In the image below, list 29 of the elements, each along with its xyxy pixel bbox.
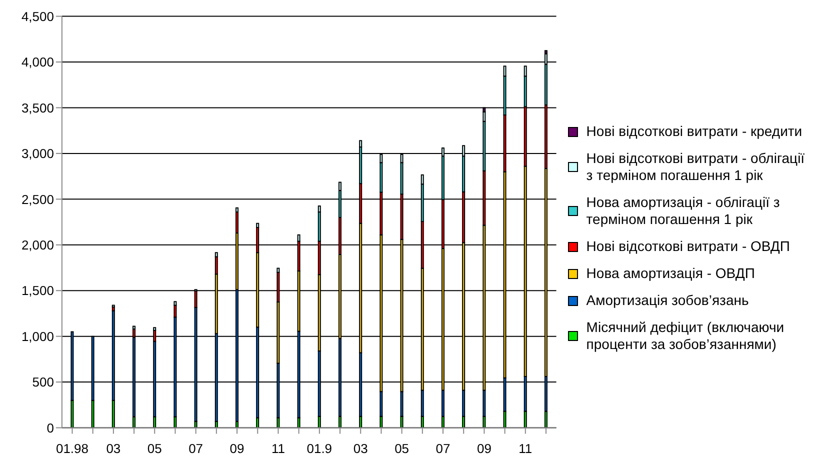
y-tick-label: 0 [46, 420, 54, 436]
legend-label: Нова амортизація - ОВДП [586, 265, 755, 282]
x-tick-label: 05 [394, 440, 410, 456]
x-tick-label: 03 [106, 440, 121, 456]
legend-label: Нова амортизація - облігації з терміном погашення 1 рік [586, 194, 781, 228]
x-tick-label: 07 [436, 440, 450, 456]
x-tick-label: 11 [518, 440, 532, 456]
y-tick-label: 1,500 [21, 283, 54, 298]
x-tick-label: 05 [147, 440, 162, 456]
x-tick-label: 09 [476, 440, 492, 456]
x-tick-label: 01.98 [56, 440, 88, 456]
x-tick-label: 01.9 [306, 440, 332, 456]
x-tick-label: 07 [188, 440, 204, 456]
legend-label: Нові відсоткові витрати - кредити [586, 123, 802, 140]
y-tick-label: 3,500 [21, 100, 54, 116]
y-tick-label: 2,000 [21, 237, 54, 252]
y-tick-label: 4,500 [21, 8, 54, 24]
x-tick-label: 11 [271, 440, 285, 456]
x-tick-label: 09 [230, 440, 244, 456]
legend-label: Нові відсоткові витрати - ОВДП [586, 238, 790, 255]
y-tick-label: 1,000 [21, 328, 54, 344]
y-tick-label: 4,000 [21, 54, 54, 70]
legend-label: Амортизація зобов’язань [586, 292, 749, 309]
y-tick-label: 500 [32, 374, 54, 390]
y-tick-label: 3,000 [21, 146, 54, 162]
y-tick-label: 2,500 [21, 192, 54, 207]
legend-label: Місячний дефіцит (включаючи проценти за зобов’язаннями) [586, 319, 786, 353]
x-tick-label: 03 [353, 440, 368, 456]
legend-label: Нові відсоткові витрати - облігації з терміном погашення 1 рік [586, 150, 806, 184]
